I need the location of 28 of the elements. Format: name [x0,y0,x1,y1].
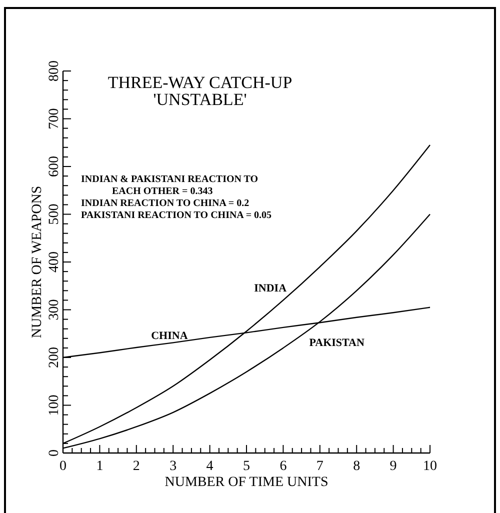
y-tick-label: 800 [47,60,62,82]
x-tick-label: 9 [390,459,397,474]
y-tick-label: 700 [47,108,62,130]
x-tick-label: 6 [280,459,287,474]
annotation: INDIAN REACTION TO CHINA = 0.2 [81,198,250,209]
y-tick-label: 200 [47,347,62,368]
annotation: PAKISTANI REACTION TO CHINA = 0.05 [81,210,272,221]
x-tick-label: 3 [170,459,177,474]
x-tick-label: 2 [132,459,140,474]
y-tick-label: 100 [47,394,62,416]
x-tick-label: 7 [316,459,324,474]
y-tick-label: 500 [47,204,62,225]
x-axis-title: NUMBER OF TIME UNITS [164,475,328,490]
annotation: INDIAN & PAKISTANI REACTION TO EACH OTHER = 0.343 [81,174,258,197]
x-tick-label: 8 [353,459,360,474]
y-tick-label: 0 [47,450,62,456]
series-label: PAKISTAN [309,337,364,350]
x-tick-label: 10 [423,459,437,474]
series-label: INDIA [254,282,287,295]
x-tick-label: 5 [243,459,250,474]
y-tick-label: 600 [47,156,62,177]
y-tick-label: 400 [47,252,62,272]
x-tick-label: 4 [206,459,214,474]
series-label: CHINA [151,330,188,342]
text: THREE-WAY CATCH-UP 'UNSTABLE' [108,73,292,109]
y-axis-title: NUMBER OF WEAPONS [30,186,45,338]
y-tick-label: 300 [47,299,62,320]
x-tick-label: 1 [96,459,104,474]
